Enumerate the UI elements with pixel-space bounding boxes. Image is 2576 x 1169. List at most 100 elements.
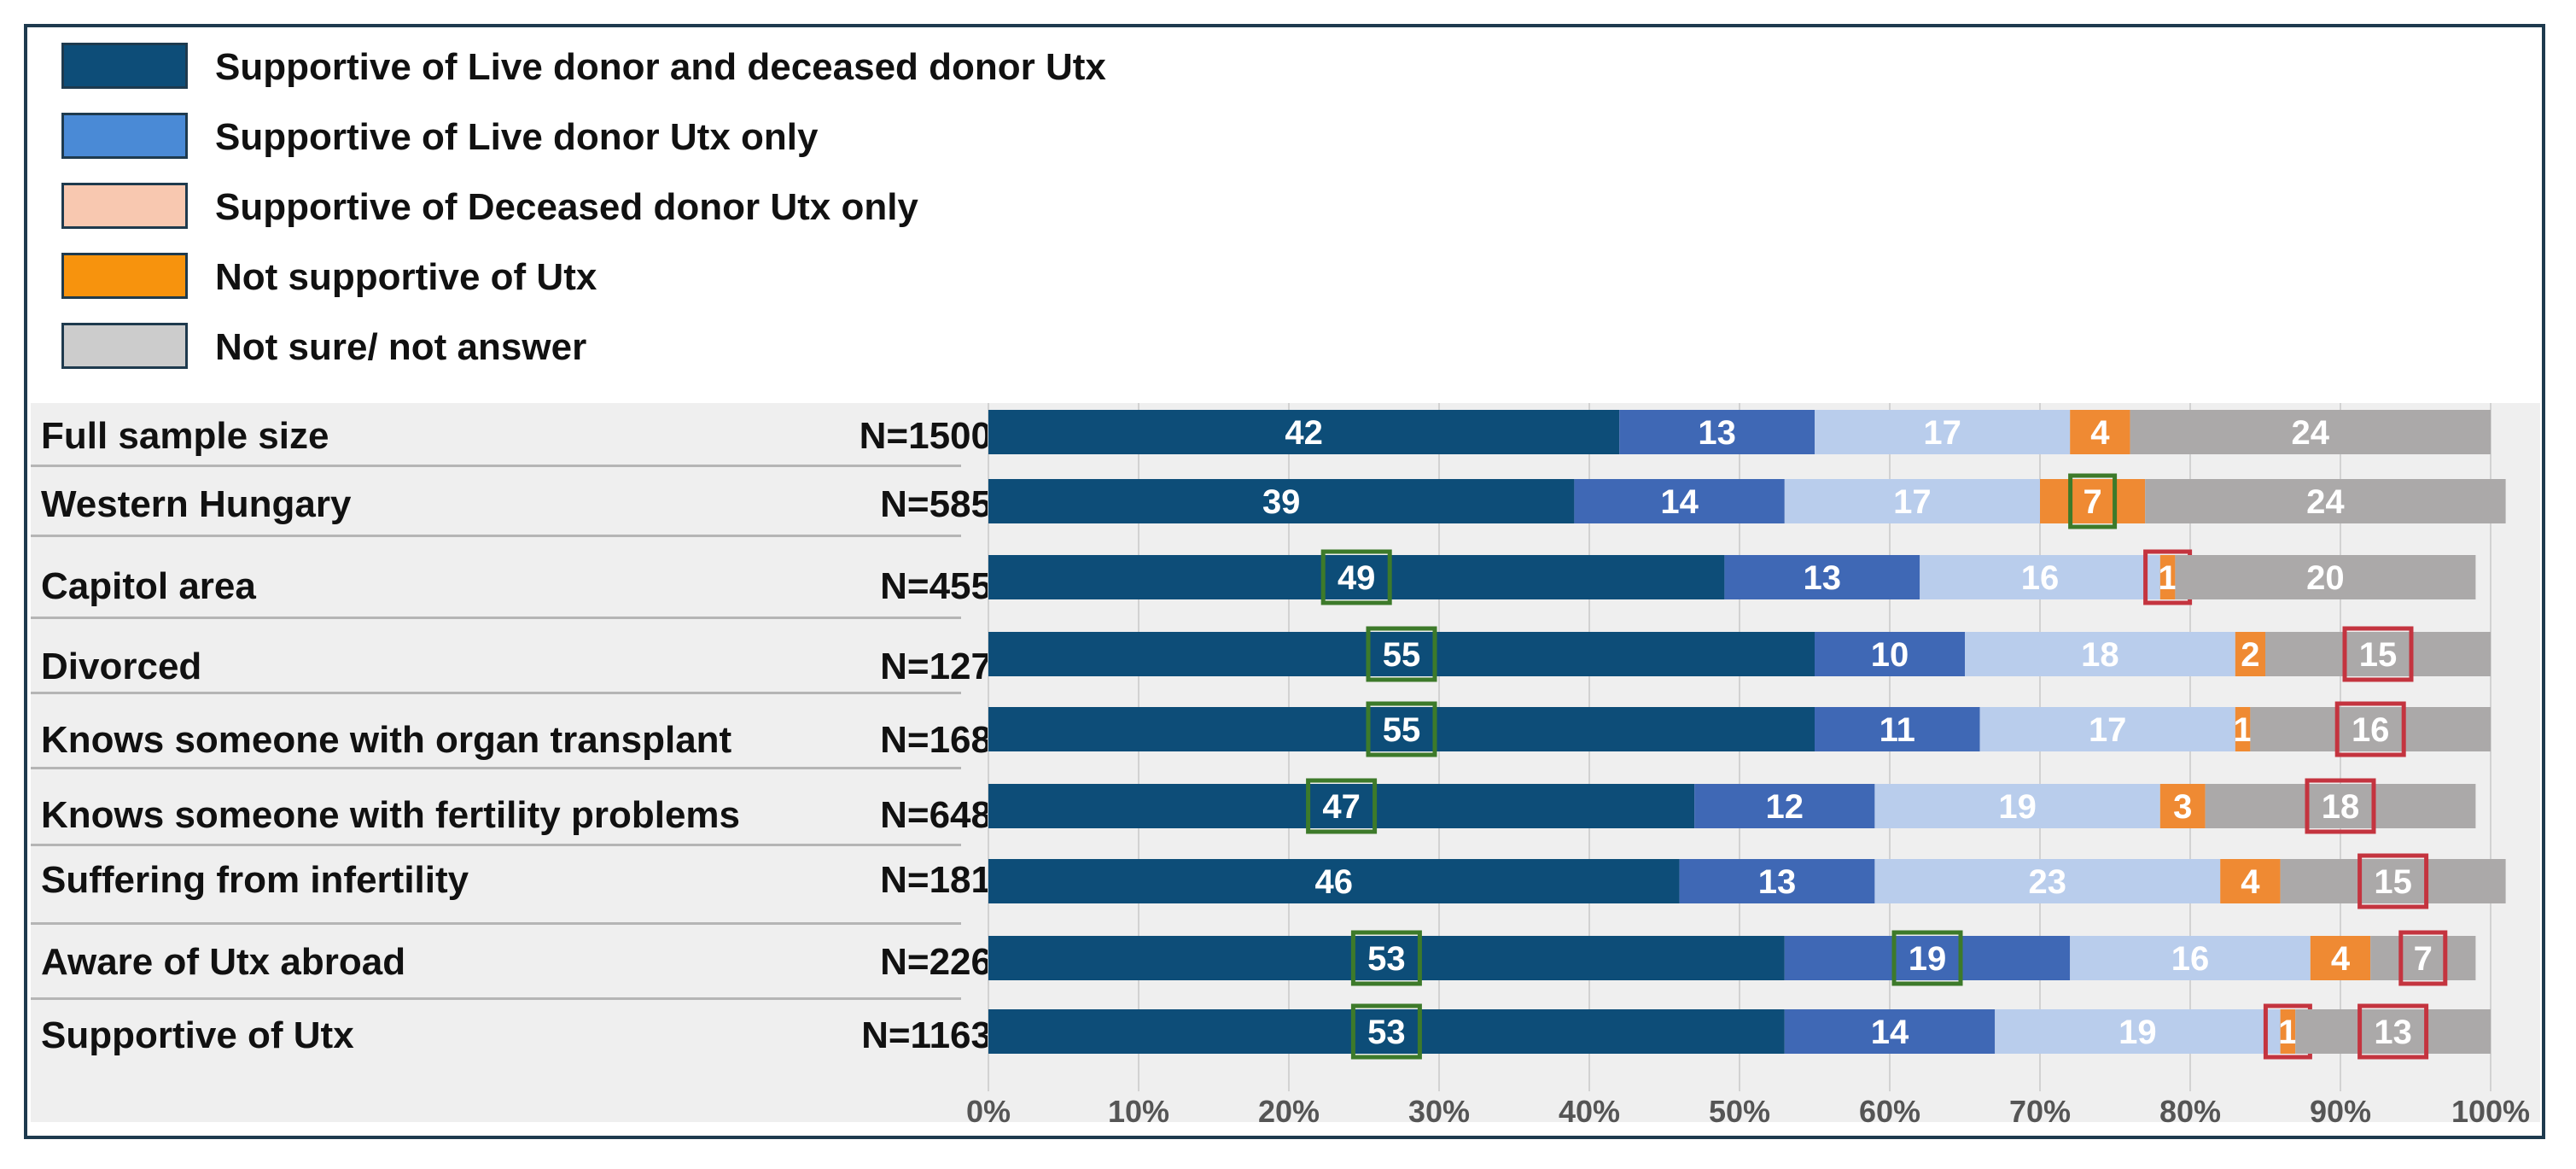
bar-segment <box>2295 1009 2491 1054</box>
row-n: N=648 <box>880 794 992 836</box>
legend-swatch-not-supportive <box>61 253 188 299</box>
x-tick-label: 0% <box>966 1094 1011 1129</box>
row-n: N=585 <box>880 483 992 525</box>
bar-segment <box>1619 410 1815 454</box>
legend-swatch-live-only <box>61 113 188 159</box>
bar-segment <box>1815 632 1965 676</box>
x-tick-label: 50% <box>1709 1094 1770 1129</box>
highlight-box <box>1350 1003 1422 1060</box>
bar-segment <box>2070 936 2311 980</box>
data-label: 4 <box>2090 414 2110 452</box>
highlight-box <box>2334 701 2406 757</box>
bar-segment <box>1920 555 2160 599</box>
highlight-box <box>2357 1003 2429 1060</box>
row-divider <box>31 844 961 846</box>
highlight-box <box>2342 626 2414 682</box>
bar-segment <box>1874 859 2221 903</box>
row-n: N=226 <box>880 941 992 983</box>
bar-segment <box>1979 707 2235 751</box>
bar-segment <box>988 555 1725 599</box>
x-tick-label: 100% <box>2451 1094 2530 1129</box>
data-label: 1 <box>2278 1014 2297 1051</box>
data-label: 55 <box>1383 711 1421 749</box>
data-label: 4 <box>2331 940 2351 978</box>
highlight-box <box>1366 701 1437 757</box>
data-label: 15 <box>2374 863 2412 901</box>
row-n: N=127 <box>880 646 992 687</box>
data-label: 16 <box>2021 559 2060 597</box>
data-label: 17 <box>1893 483 1932 521</box>
x-tick-label: 30% <box>1408 1094 1470 1129</box>
data-label: 24 <box>2306 483 2345 521</box>
data-label: 12 <box>1766 788 1804 826</box>
data-label: 19 <box>1998 788 2037 826</box>
highlight-box <box>1366 626 1437 682</box>
data-label: 13 <box>1758 863 1797 901</box>
data-label: 13 <box>2374 1014 2412 1051</box>
highlight-box <box>1306 778 1378 834</box>
data-label: 16 <box>2352 711 2390 749</box>
row-divider <box>31 767 961 769</box>
bar-segment <box>1784 936 2071 980</box>
bar-segment <box>2159 555 2176 599</box>
row-divider <box>31 535 961 537</box>
row-label: Supportive of Utx <box>41 1014 354 1056</box>
bar-segment <box>1694 784 1875 828</box>
row-n: N=455 <box>880 565 992 607</box>
legend-swatch-deceased-only <box>61 183 188 229</box>
legend-label-not-sure: Not sure/ not answer <box>215 326 587 368</box>
bar-segment <box>1679 859 1875 903</box>
data-label: 49 <box>1338 559 1376 597</box>
row-divider <box>31 692 961 694</box>
highlight-box <box>1891 930 1963 986</box>
data-label: 13 <box>1804 559 1842 597</box>
legend-label-live-and-deceased: Supportive of Live donor and deceased do… <box>215 46 1106 88</box>
bar-segment <box>1815 707 1980 751</box>
bar-segment <box>2145 479 2506 523</box>
row-labels: Full sample size N=1500 Western Hungary … <box>27 27 992 1136</box>
data-label: 7 <box>2414 940 2433 978</box>
bar-segment <box>2235 707 2251 751</box>
data-label: 19 <box>1909 940 1947 978</box>
bar-segment <box>988 707 1815 751</box>
data-label: 47 <box>1322 788 1361 826</box>
row-label: Capitol area <box>41 565 256 607</box>
bar-segment <box>1965 632 2235 676</box>
data-label: 39 <box>1262 483 1301 521</box>
data-label: 14 <box>1660 483 1699 521</box>
highlight-box <box>2305 778 2376 834</box>
bar-segment <box>988 784 1695 828</box>
legend-label-not-supportive: Not supportive of Utx <box>215 256 597 298</box>
data-label: 53 <box>1367 1014 1406 1051</box>
chart-frame: Supportive of Live donor and deceased do… <box>24 24 2545 1139</box>
highlight-box <box>2357 853 2429 909</box>
data-label: 7 <box>2083 483 2101 521</box>
data-label: 1 <box>2158 559 2177 597</box>
x-tick-label: 90% <box>2310 1094 2371 1129</box>
bar-segment <box>2280 1009 2296 1054</box>
stacked-bar-chart: 0% 10% 20% 30% 40% 50% 60% 70% 80% 90% 100%42 13 17 4… <box>966 403 2530 1129</box>
bar-segment <box>2370 936 2476 980</box>
bar-segment <box>1574 479 1785 523</box>
data-label: 20 <box>2306 559 2345 597</box>
bar-segment <box>2175 555 2476 599</box>
data-label: 11 <box>1880 711 1915 749</box>
bar-segment <box>2250 707 2491 751</box>
legend-swatch-live-and-deceased <box>61 43 188 89</box>
bar-segment <box>2070 410 2130 454</box>
row-label: Full sample size <box>41 415 329 457</box>
row-n: N=1163 <box>861 1014 992 1056</box>
bar-segment <box>988 479 1575 523</box>
x-tick-label: 60% <box>1859 1094 1920 1129</box>
data-label: 19 <box>2118 1014 2157 1051</box>
bar-segment <box>988 1009 1785 1054</box>
row-n: N=1500 <box>859 415 992 457</box>
row-label: Knows someone with fertility problems <box>41 794 741 836</box>
legend-label-deceased-only: Supportive of Deceased donor Utx only <box>215 186 918 228</box>
data-label: 3 <box>2173 788 2192 826</box>
data-label: 4 <box>2241 863 2260 901</box>
bar-segment <box>988 632 1815 676</box>
bar-segment <box>1995 1009 2281 1054</box>
bar-segment <box>988 410 1620 454</box>
bar-segment <box>2235 632 2265 676</box>
